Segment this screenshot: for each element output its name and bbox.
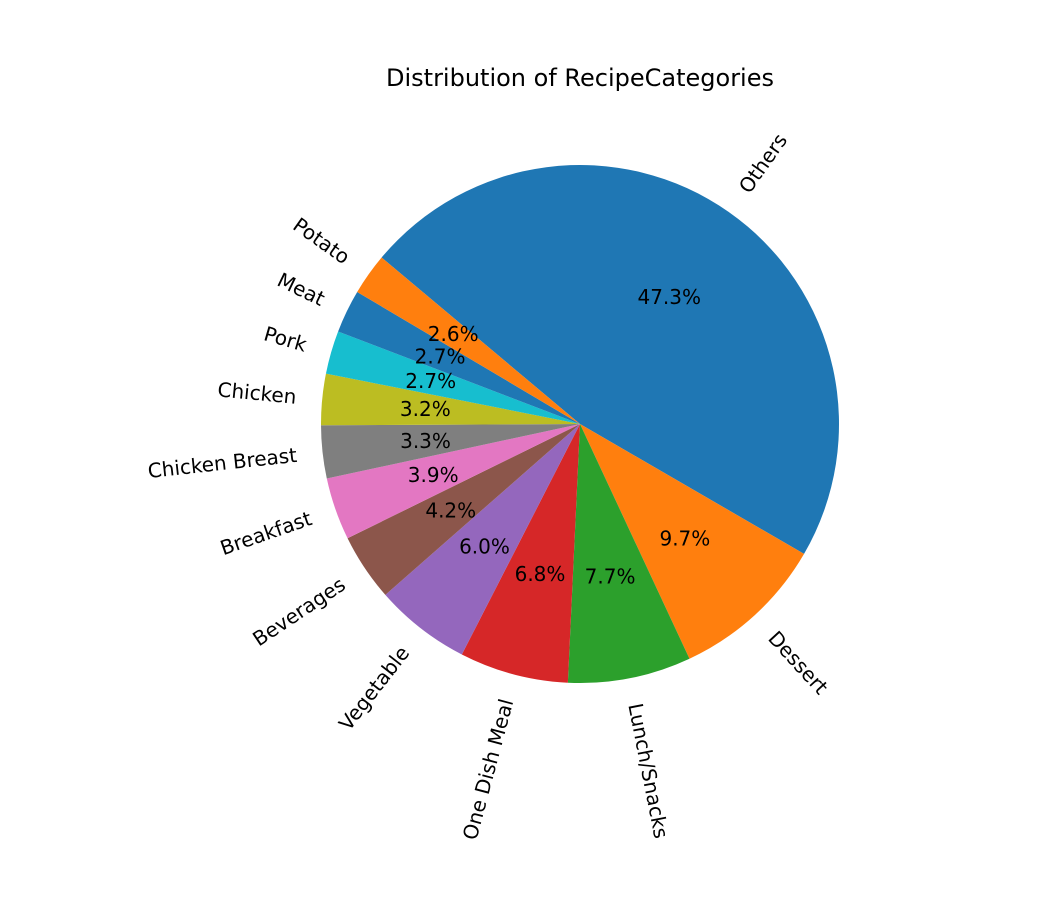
pie-slice-potato — [357, 257, 580, 424]
percentage-labels: 47.3% 9.7% 7.7% 6.8%6.0% 4.2% 3.9% 3.3% 3.2% 2.7… — [400, 285, 710, 589]
percentage-label-potato: 2.6% — [428, 322, 479, 346]
category-label-chicken-breast: Chicken Breast — [147, 443, 299, 483]
percentage-label-beverages: 4.2% — [425, 498, 476, 522]
percentage-label-dessert: 9.7% — [659, 527, 710, 551]
chart-title: Distribution of RecipeCategories — [386, 64, 774, 92]
pie-slices — [321, 165, 839, 683]
pie-slice-lunch-snacks — [567, 424, 690, 683]
pie-slice-one-dish-meal — [461, 424, 580, 683]
percentage-label-one-dish-meal: 6.8% — [515, 562, 566, 586]
category-label-vegetable: Vegetable — [334, 641, 414, 735]
pie-slice-chicken-breast — [321, 424, 580, 479]
category-label-dessert: Dessert — [763, 626, 833, 699]
pie-slice-vegetable — [385, 424, 580, 655]
category-label-chicken: Chicken — [217, 377, 298, 408]
percentage-label-meat: 2.7% — [415, 344, 466, 368]
pie-slice-pork — [325, 331, 580, 424]
percentage-label-vegetable: 6.0% — [459, 535, 510, 559]
category-label-one-dish-meal: One Dish Meal — [458, 696, 518, 842]
pie-slice-breakfast — [326, 424, 580, 539]
category-label-lunch-snacks: Lunch/Snacks — [623, 701, 673, 840]
category-label-pork: Pork — [261, 322, 310, 357]
category-label-beverages: Beverages — [248, 572, 350, 651]
pie-slice-chicken — [321, 373, 580, 426]
pie-slice-dessert — [580, 424, 805, 659]
pie-slice-others — [381, 165, 839, 554]
category-label-potato: Potato — [289, 213, 355, 269]
pie-slice-beverages — [347, 424, 580, 595]
percentage-label-chicken: 3.2% — [400, 397, 451, 421]
percentage-label-chicken-breast: 3.3% — [400, 429, 451, 453]
pie-slice-meat — [338, 291, 580, 424]
category-label-breakfast: Breakfast — [217, 506, 315, 560]
percentage-label-breakfast: 3.9% — [408, 463, 459, 487]
category-label-others: Others — [734, 129, 792, 198]
category-label-meat: Meat — [274, 268, 329, 311]
percentage-label-lunch-snacks: 7.7% — [585, 564, 636, 588]
percentage-label-pork: 2.7% — [405, 369, 456, 393]
percentage-label-others: 47.3% — [637, 285, 701, 309]
